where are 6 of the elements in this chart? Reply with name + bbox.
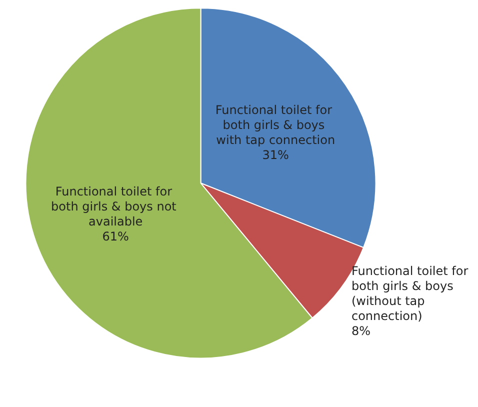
slice-label: Functional toilet for both girls & boys (without tap connection) <box>351 264 472 323</box>
data-label: 31% <box>262 148 289 162</box>
data-label: 61% <box>102 229 129 244</box>
data-label: 8% <box>351 324 371 338</box>
slice-label: Functional toilet for both girls & boys with tap connection <box>215 102 336 147</box>
slice-label: Functional toilet for both girls & boys not available <box>51 184 180 228</box>
